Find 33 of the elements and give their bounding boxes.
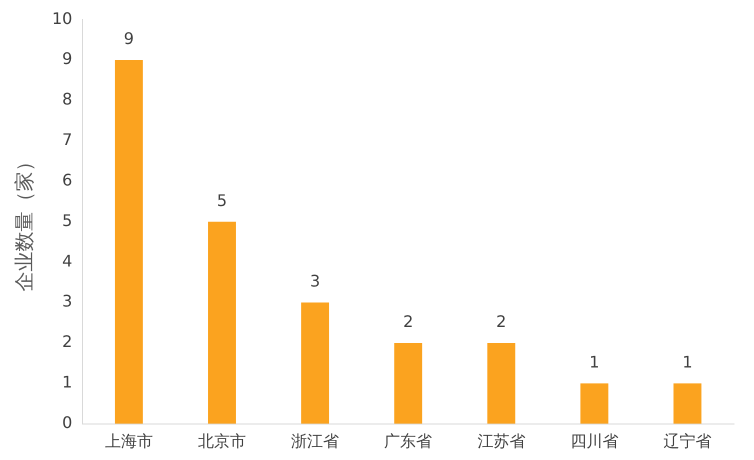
x-tick-label: 北京市 <box>198 432 246 451</box>
x-tick-label: 江苏省 <box>477 432 526 451</box>
bar <box>301 302 330 424</box>
y-tick-label: 6 <box>62 170 72 190</box>
data-label: 5 <box>216 190 228 210</box>
bar <box>114 60 143 424</box>
data-label: 2 <box>496 312 506 332</box>
y-axis-title: 企业数量（家） <box>12 152 36 292</box>
data-label: 2 <box>403 312 414 332</box>
y-tick-label: 10 <box>52 8 72 28</box>
x-tick-label: 四川省 <box>570 432 618 451</box>
y-tick-label: 4 <box>62 251 72 270</box>
bar <box>394 342 422 424</box>
y-tick-label: 5 <box>62 210 72 230</box>
y-tick-label: 2 <box>62 332 72 352</box>
data-label: 3 <box>310 272 320 291</box>
x-tick-label: 广东省 <box>384 432 432 451</box>
data-label: 9 <box>124 29 134 48</box>
y-tick-label: 8 <box>62 90 72 109</box>
x-tick-label: 辽宁省 <box>663 432 712 451</box>
bar <box>580 383 608 424</box>
data-label: 1 <box>589 352 600 372</box>
bar <box>673 383 702 424</box>
y-tick-label: 7 <box>62 130 72 150</box>
bar <box>487 342 516 424</box>
y-tick-label: 0 <box>62 412 72 432</box>
y-tick-label: 9 <box>62 49 72 68</box>
y-tick-label: 3 <box>62 292 72 311</box>
data-label: 1 <box>682 352 693 372</box>
x-tick-label: 上海市 <box>104 432 153 451</box>
x-tick-label: 浙江省 <box>291 432 340 451</box>
bar <box>208 222 236 424</box>
y-tick-label: 1 <box>62 372 72 392</box>
